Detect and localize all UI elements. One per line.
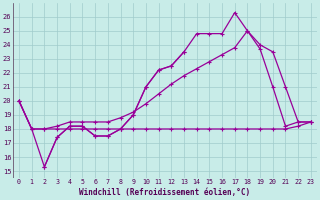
X-axis label: Windchill (Refroidissement éolien,°C): Windchill (Refroidissement éolien,°C)	[79, 188, 251, 197]
